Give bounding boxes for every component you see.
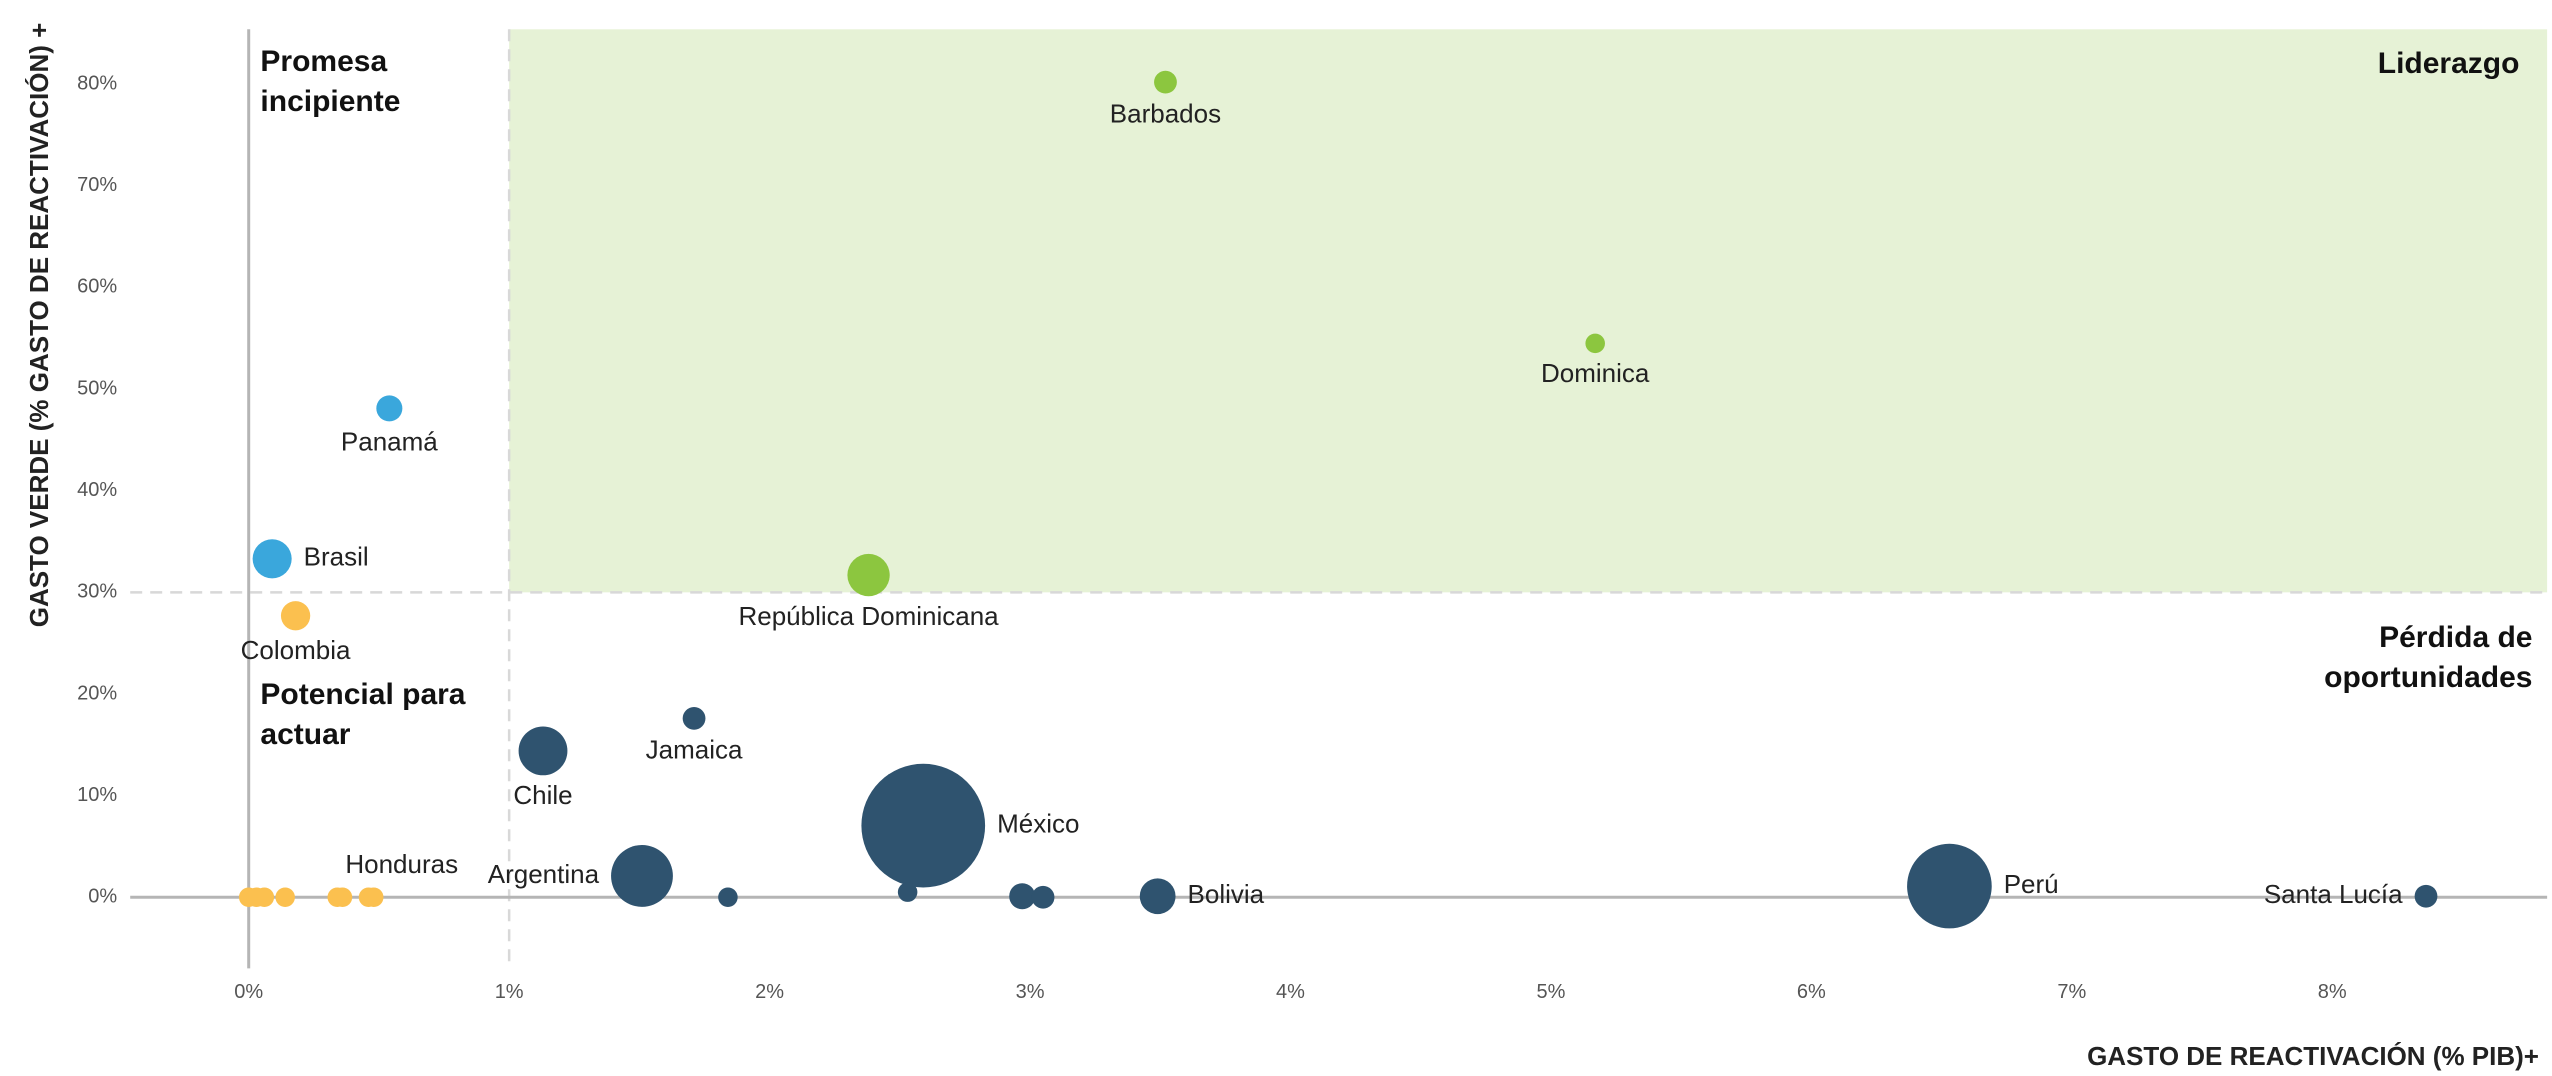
point-label: Perú xyxy=(2004,869,2059,899)
bubble xyxy=(1139,878,1176,915)
bubble xyxy=(252,539,292,579)
point-label: Colombia xyxy=(241,635,351,665)
point-label: Brasil xyxy=(304,542,369,572)
bubble xyxy=(332,887,353,908)
bubble xyxy=(518,726,568,776)
point-label: Bolivia xyxy=(1188,879,1265,909)
point-label: República Dominicana xyxy=(738,601,999,631)
point-label: Argentina xyxy=(488,859,600,889)
quadrant-label: Liderazgo xyxy=(2377,46,2520,80)
point-label: México xyxy=(997,808,1079,838)
bubble xyxy=(861,763,986,888)
point-label: Honduras xyxy=(345,849,458,879)
bubble xyxy=(1585,333,1605,354)
x-tick-label: 7% xyxy=(2057,981,2086,1003)
quadrant-label: Pérdida de oportunidades xyxy=(2324,621,2533,695)
y-tick-label: 30% xyxy=(77,581,117,603)
bubble xyxy=(847,553,890,597)
x-tick-label: 8% xyxy=(2318,981,2347,1003)
y-tick-label: 50% xyxy=(77,377,117,399)
y-tick-label: 40% xyxy=(77,479,117,501)
y-tick-label: 20% xyxy=(77,682,117,704)
bubble xyxy=(363,887,384,908)
y-tick-label: 60% xyxy=(77,276,117,298)
bubble xyxy=(718,887,738,908)
bubble xyxy=(1009,883,1036,910)
x-tick-label: 0% xyxy=(234,981,263,1003)
x-tick-label: 3% xyxy=(1016,981,1045,1003)
bubble xyxy=(275,887,295,908)
y-tick-label: 70% xyxy=(77,174,117,196)
bubble xyxy=(1154,70,1177,94)
y-tick-label: 0% xyxy=(88,886,117,908)
point-label: Dominica xyxy=(1541,358,1650,388)
bubble xyxy=(611,844,673,907)
quadrant-label: Promesa incipiente xyxy=(260,45,401,119)
x-tick-label: 1% xyxy=(495,981,524,1003)
highlight-region xyxy=(509,29,2548,593)
y-axis-title: GASTO VERDE (% GASTO DE REACTIVACIÓN) + xyxy=(24,23,54,628)
bubble xyxy=(682,706,706,730)
point-label: Santa Lucía xyxy=(2264,879,2403,909)
x-tick-label: 5% xyxy=(1536,981,1565,1003)
point-label: Panamá xyxy=(341,426,438,456)
bubble xyxy=(897,882,918,902)
x-tick-label: 4% xyxy=(1276,981,1305,1003)
bubble xyxy=(254,887,275,908)
bubble xyxy=(376,395,403,422)
x-tick-label: 2% xyxy=(755,981,784,1003)
bubble xyxy=(1031,885,1055,909)
y-tick-label: 10% xyxy=(77,784,117,806)
bubble xyxy=(2414,884,2438,908)
bubble xyxy=(280,601,311,631)
bubble xyxy=(1907,843,1992,929)
point-label: Chile xyxy=(513,780,572,810)
point-label: Jamaica xyxy=(646,735,743,765)
x-axis-title: GASTO DE REACTIVACIÓN (% PIB)+ xyxy=(2087,1041,2539,1071)
point-label: Barbados xyxy=(1110,98,1221,128)
quadrant-label: Potencial para actuar xyxy=(260,678,466,752)
y-tick-label: 80% xyxy=(77,72,117,94)
x-tick-label: 6% xyxy=(1797,981,1826,1003)
